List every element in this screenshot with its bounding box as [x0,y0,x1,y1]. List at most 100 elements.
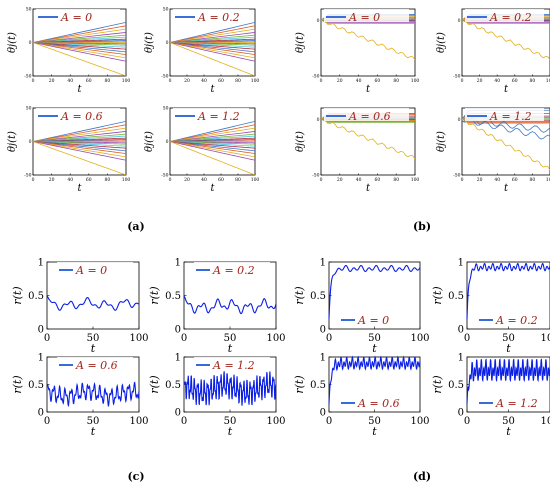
phase-line [170,141,255,161]
x-tick-label: 100 [411,78,420,84]
phase-line [170,22,255,43]
x-axis-label: t [372,342,377,355]
x-tick-label: 0 [326,333,332,344]
y-tick-label: 1 [38,258,44,269]
phase-line [33,141,126,158]
x-tick-label: 20 [184,78,190,84]
phase-line [462,117,550,133]
legend-box [194,262,270,275]
phase-line [462,19,550,60]
phase-line [321,19,415,61]
legend-label: A = 0.2 [495,314,538,327]
phase-line [170,141,255,152]
y-tick-label: 0.5 [28,380,44,391]
y-tick-label: 0 [320,325,326,336]
x-tick-label: 40 [356,78,362,84]
y-tick-label: 1 [320,258,326,269]
x-tick-label: 50 [368,333,381,344]
y-tick-label: 1 [175,353,181,364]
y-tick-label: 1 [458,353,464,364]
y-tick-label: -50 [24,173,31,179]
legend-box [324,108,409,121]
phase-line [33,32,126,43]
legend-label: A = 0 [348,11,380,24]
x-tick-label: 0 [320,78,323,84]
x-axis-label: t [210,183,215,194]
phase-line [170,141,255,154]
y-tick-label: 0.5 [310,380,326,391]
y-tick-label: 50 [26,106,32,112]
x-tick-label: 40 [201,78,207,84]
x-tick-label: 100 [546,177,550,183]
y-axis-label: r(t) [293,286,306,304]
phase-line [170,42,255,50]
order-parameter-line [183,295,277,315]
phase-line [170,124,255,142]
y-tick-label: -50 [24,74,31,80]
y-axis-label: θj(t) [7,131,18,152]
phase-line [170,42,255,76]
legend-label: A = 0 [60,11,92,24]
subplot-d-13: 0 50 100 0 0.5 1 t r(t) A = 0.2 [431,258,550,355]
x-tick-label: 100 [122,78,131,84]
y-axis-label: r(t) [148,375,161,393]
y-tick-label: -50 [453,74,460,80]
legend-label: A = 1.2 [212,359,255,372]
caption-d: (d) [413,470,431,483]
x-tick-label: 100 [266,416,285,427]
legend-box [57,262,133,275]
x-tick-label: 0 [461,177,464,183]
phase-line [170,28,255,43]
phase-line [33,127,126,142]
y-axis-label: r(t) [431,375,444,393]
phase-line [170,127,255,142]
caption-a: (a) [127,220,145,233]
legend-box [339,395,414,408]
subplot-d-15: 0 50 100 0 0.5 1 t r(t) A = 1.2 [431,353,550,438]
phase-line [321,19,415,24]
x-tick-label: 50 [224,416,237,427]
phase-line [33,42,126,53]
phase-line [33,141,126,175]
y-axis-label: r(t) [11,375,24,393]
x-tick-label: 60 [86,78,92,84]
phase-line [33,42,126,55]
x-axis-label: t [77,84,82,95]
phase-line [170,141,255,149]
legend-box [477,395,544,408]
x-tick-label: 60 [375,78,381,84]
y-tick-label: -50 [161,74,168,80]
x-tick-label: 100 [410,333,429,344]
x-tick-label: 80 [530,177,536,183]
caption-b: (b) [413,220,431,233]
legend-label: A = 0.6 [75,359,118,372]
phase-line [170,42,255,59]
phase-line [33,42,126,76]
x-axis-label: t [228,342,233,355]
y-tick-label: 0.5 [165,291,181,302]
subplot-d-14: 0 50 100 0 0.5 1 t r(t) A = 0.6 [293,353,430,439]
legend-box [36,9,120,22]
x-tick-label: 100 [546,78,550,84]
y-tick-label: 1 [458,258,464,269]
y-axis-label: r(t) [11,286,24,304]
legend-label: A = 1.2 [489,110,532,123]
legend-label: A = 0.2 [197,11,240,24]
subplot-d-12: 0 50 100 0 0.5 1 t r(t) A = 0 [293,258,430,356]
x-tick-label: 60 [375,177,381,183]
x-axis-label: t [228,425,233,438]
x-tick-label: 60 [218,177,224,183]
x-tick-label: 80 [530,78,536,84]
x-axis-label: t [91,342,96,355]
x-tick-label: 50 [502,333,515,344]
subplot-c-9: 0 50 100 0 0.5 1 t r(t) A = 0.2 [148,258,286,356]
x-tick-label: 20 [337,177,343,183]
phase-line [462,117,550,140]
